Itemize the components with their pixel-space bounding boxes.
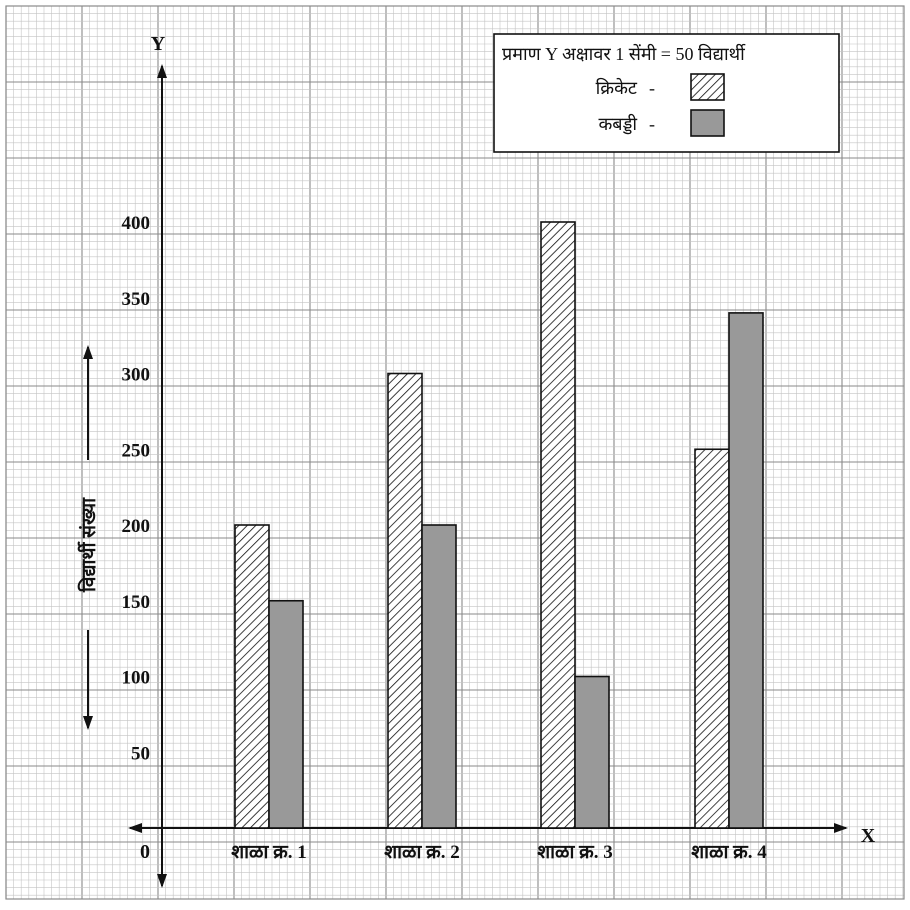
legend-box (493, 33, 840, 153)
x-category-label: शाळा क्र. 4 (691, 842, 767, 863)
y-axis-name: Y (151, 33, 166, 55)
scale-note: प्रमाण Y अक्षावर 1 सेंमी = 50 विद्यार्थी (502, 43, 746, 64)
legend: प्रमाण Y अक्षावर 1 सेंमी = 50 विद्यार्थी… (493, 33, 840, 153)
y-tick-label: 100 (122, 668, 151, 689)
cricket-bar (234, 524, 270, 829)
x-axis-name: X (861, 825, 876, 847)
kabaddi-bar (574, 675, 610, 829)
y-tick-label: 200 (122, 516, 151, 537)
bars (234, 221, 764, 829)
y-tick-label: 50 (131, 743, 150, 764)
kabaddi-bar (728, 312, 764, 829)
y-axis-label: विद्यार्थी संख्या (77, 497, 100, 593)
cricket-bar (387, 372, 423, 829)
y-tick-label: 350 (122, 289, 151, 310)
cricket-bar (694, 448, 730, 829)
kabaddi-bar (421, 524, 457, 829)
legend-label: कबड्डी (598, 113, 637, 135)
x-category-label: शाळा क्र. 1 (231, 842, 307, 863)
kabaddi-bar (268, 599, 304, 829)
y-tick-label: 300 (122, 365, 151, 386)
cricket-bar (540, 221, 576, 829)
x-category-label: शाळा क्र. 2 (384, 842, 460, 863)
y-tick-label: 400 (122, 213, 151, 234)
legend-dash: - (649, 114, 655, 134)
legend-label: क्रिकेट (596, 77, 638, 98)
legend-swatch (690, 109, 725, 137)
legend-swatch (690, 73, 725, 101)
grid-border (5, 5, 905, 900)
origin-label: 0 (140, 841, 150, 863)
labels: 50 100 150 200 250 300 350 400 शाळा क्र. 1 शाळा क… (77, 33, 876, 863)
legend-dash: - (649, 78, 655, 98)
y-tick-label: 150 (122, 592, 151, 613)
y-tick-label: 250 (122, 440, 151, 461)
x-category-label: शाळा क्र. 3 (537, 842, 613, 863)
